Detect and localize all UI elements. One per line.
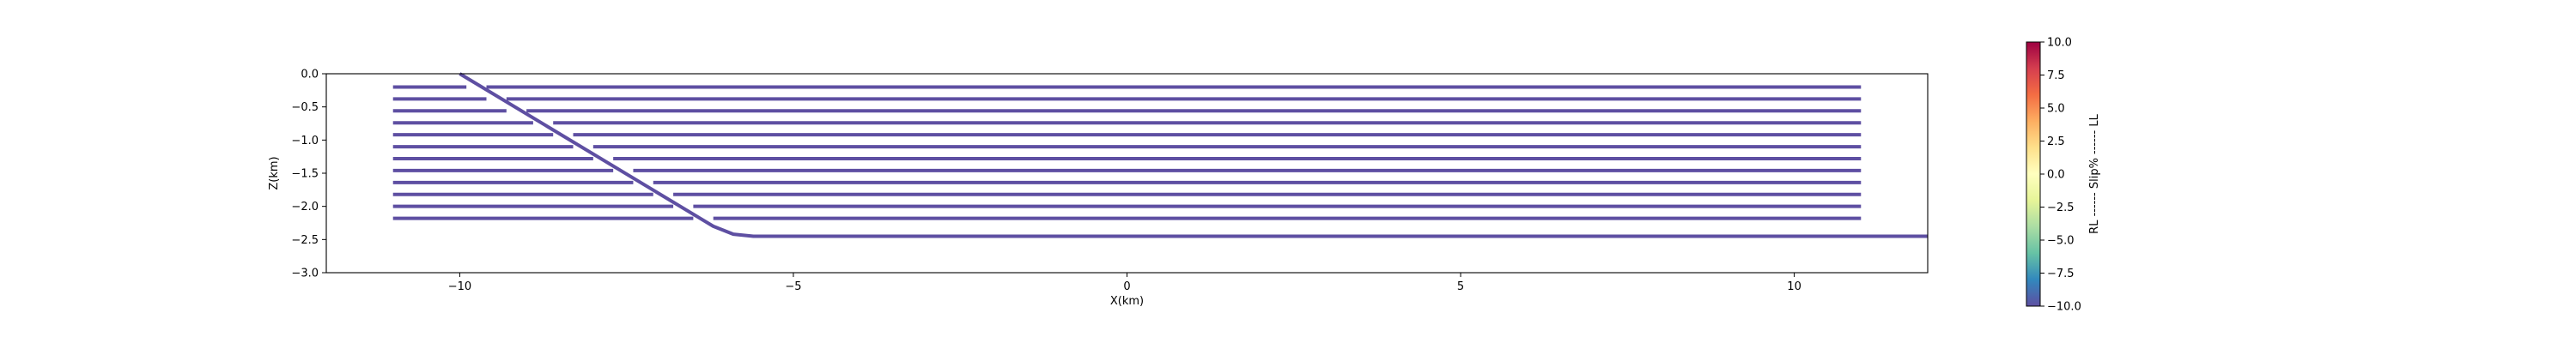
x-tick-label: 5 [1457,280,1464,293]
y-tick-label: −3.0 [291,268,319,280]
x-tick-label: 10 [1787,280,1801,293]
fault-line [459,72,1928,238]
y-axis-label: Z(km) [268,156,281,190]
plot-marks [392,72,1928,238]
colorbar-tick-label: 0.0 [2047,169,2065,182]
y-tick-label: −2.5 [291,234,319,247]
x-axis-label: X(km) [1110,295,1144,308]
colorbar-gradient [2026,41,2041,307]
plot-frame [325,73,1929,274]
colorbar-tick-label: 2.5 [2047,135,2065,148]
y-axis: 0.0 −0.5 −1.0 −1.5 −2.0 −2.5 −3.0 [291,69,326,280]
x-tick-label: −5 [785,280,801,293]
colorbar-tick-label: 7.5 [2047,69,2065,82]
colorbar-tick-label: −10.0 [2047,301,2081,314]
x-tick-label: −10 [448,280,471,293]
y-tick-label: −1.0 [291,135,319,147]
y-tick-label: −2.0 [291,201,319,214]
colorbar-tick-label: 10.0 [2047,37,2072,50]
x-tick-label: 0 [1123,280,1130,293]
colorbar: 10.0 7.5 5.0 2.5 0.0 −2.5 −5.0 −7.5 −10.0 RL ---… [2026,37,2101,314]
colorbar-tick-label: −2.5 [2047,202,2075,214]
colorbar-ticks: 10.0 7.5 5.0 2.5 0.0 −2.5 −5.0 −7.5 −10.0 [2040,37,2081,314]
x-axis: −10 −5 0 5 10 [448,273,1801,293]
colorbar-tick-label: −5.0 [2047,235,2075,248]
colorbar-tick-label: 5.0 [2047,103,2065,116]
y-tick-label: −1.5 [291,168,319,181]
colorbar-tick-label: −7.5 [2047,268,2075,280]
y-tick-label: −0.5 [291,101,319,114]
y-tick-label: 0.0 [301,69,319,81]
colorbar-label: RL ------ Slip% ------ LL [2088,113,2101,233]
